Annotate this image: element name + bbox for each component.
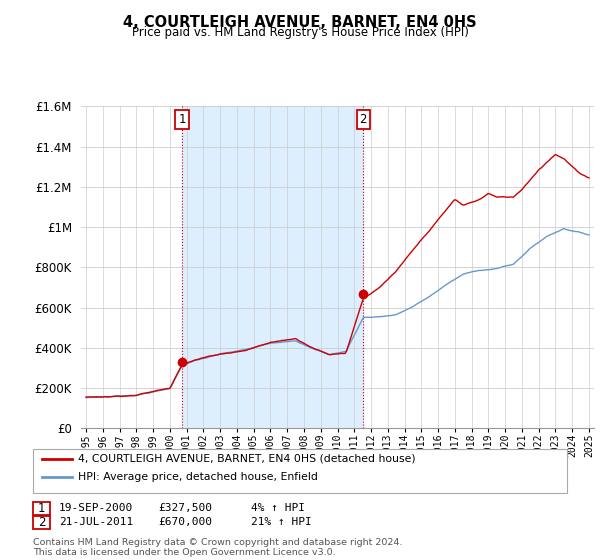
Text: £327,500: £327,500	[158, 503, 212, 514]
Text: 1: 1	[178, 113, 185, 126]
Text: 21-JUL-2011: 21-JUL-2011	[59, 517, 133, 528]
Text: 2: 2	[38, 516, 45, 529]
Text: 4, COURTLEIGH AVENUE, BARNET, EN4 0HS (detached house): 4, COURTLEIGH AVENUE, BARNET, EN4 0HS (d…	[78, 454, 416, 464]
Text: 21% ↑ HPI: 21% ↑ HPI	[251, 517, 311, 528]
Text: 1: 1	[38, 502, 45, 515]
Text: 19-SEP-2000: 19-SEP-2000	[59, 503, 133, 514]
Text: £670,000: £670,000	[158, 517, 212, 528]
Text: 4% ↑ HPI: 4% ↑ HPI	[251, 503, 305, 514]
Text: 4, COURTLEIGH AVENUE, BARNET, EN4 0HS: 4, COURTLEIGH AVENUE, BARNET, EN4 0HS	[123, 15, 477, 30]
Text: 2: 2	[359, 113, 367, 126]
Text: Price paid vs. HM Land Registry's House Price Index (HPI): Price paid vs. HM Land Registry's House …	[131, 26, 469, 39]
Text: HPI: Average price, detached house, Enfield: HPI: Average price, detached house, Enfi…	[78, 472, 318, 482]
Text: Contains HM Land Registry data © Crown copyright and database right 2024.
This d: Contains HM Land Registry data © Crown c…	[33, 538, 403, 557]
Bar	[182, 106, 364, 428]
